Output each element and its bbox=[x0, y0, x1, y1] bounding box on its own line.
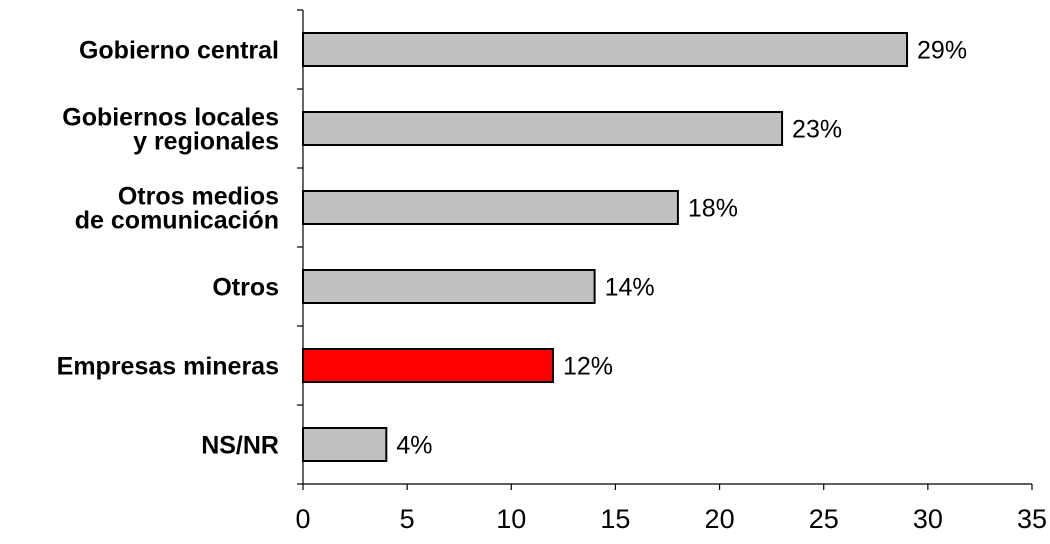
data-label: 12% bbox=[563, 353, 613, 381]
x-tick-label: 20 bbox=[705, 504, 735, 534]
x-tick-label: 25 bbox=[809, 504, 839, 534]
category-label-line: NS/NR bbox=[201, 432, 279, 460]
bar bbox=[302, 269, 596, 304]
category-label: Gobierno central bbox=[79, 37, 279, 65]
category-label-line: y regionales bbox=[133, 128, 279, 156]
data-label: 4% bbox=[396, 432, 432, 460]
category-label-line: de comunicación bbox=[75, 207, 279, 235]
data-label: 29% bbox=[917, 37, 967, 65]
bars-group bbox=[302, 32, 909, 462]
x-tick-label: 10 bbox=[496, 504, 526, 534]
x-tick-label: 15 bbox=[600, 504, 630, 534]
x-tick-label: 0 bbox=[295, 504, 310, 534]
category-label: Otros bbox=[212, 274, 279, 302]
category-label-line: Otros bbox=[212, 274, 279, 302]
axes-group bbox=[297, 9, 1033, 490]
x-tick-label: 5 bbox=[400, 504, 415, 534]
x-tick-label: 30 bbox=[913, 504, 943, 534]
category-label-line: Empresas mineras bbox=[57, 353, 279, 381]
category-label-line: Otros medios bbox=[118, 183, 279, 211]
category-label-line: Gobiernos locales bbox=[62, 104, 279, 132]
category-label: Empresas mineras bbox=[57, 353, 279, 381]
data-label: 23% bbox=[792, 116, 842, 144]
x-tick-label: 35 bbox=[1017, 504, 1047, 534]
bar bbox=[302, 111, 784, 146]
bar bbox=[302, 427, 388, 462]
category-label: Gobiernos locales y regionales bbox=[62, 104, 279, 156]
category-label: Otros medios de comunicación bbox=[75, 183, 279, 235]
category-label-line: Gobierno central bbox=[79, 37, 279, 65]
bar bbox=[302, 32, 909, 67]
bar bbox=[302, 348, 554, 383]
data-label: 14% bbox=[605, 274, 655, 302]
category-label: NS/NR bbox=[201, 432, 279, 460]
data-label: 18% bbox=[688, 195, 738, 223]
labels-group: 29% Gobierno central 23% Gobiernos locales y… bbox=[57, 37, 1047, 535]
bar bbox=[302, 190, 679, 225]
